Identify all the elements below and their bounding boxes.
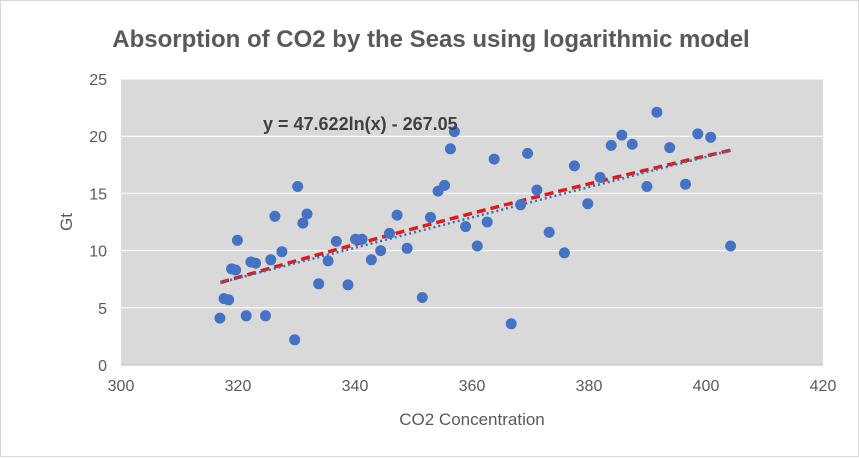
data-point bbox=[416, 292, 428, 303]
chart-title: Absorption of CO2 by the Seas using loga… bbox=[112, 26, 749, 53]
data-point bbox=[365, 254, 377, 266]
data-point bbox=[471, 240, 483, 252]
data-point bbox=[231, 234, 243, 246]
data-point bbox=[481, 216, 493, 228]
y-tick-label: 25 bbox=[89, 72, 107, 89]
y-tick-label: 0 bbox=[98, 358, 107, 375]
data-point bbox=[292, 181, 304, 192]
y-axis-label: Gt bbox=[57, 213, 76, 231]
x-tick-label: 420 bbox=[810, 378, 837, 395]
data-point bbox=[230, 264, 242, 276]
data-point bbox=[692, 128, 704, 140]
plot-area bbox=[121, 79, 823, 365]
data-point bbox=[460, 221, 472, 233]
data-point bbox=[260, 310, 271, 322]
data-point bbox=[375, 245, 387, 257]
data-point bbox=[558, 247, 570, 259]
data-point bbox=[664, 142, 676, 154]
data-point bbox=[214, 312, 226, 324]
x-axis-label: CO2 Concentration bbox=[399, 410, 545, 429]
data-point bbox=[356, 233, 368, 245]
data-point bbox=[515, 199, 527, 211]
data-point bbox=[651, 106, 663, 118]
data-point bbox=[448, 126, 460, 138]
data-point bbox=[330, 235, 342, 247]
x-tick-label: 340 bbox=[342, 378, 369, 395]
data-point bbox=[605, 139, 617, 151]
y-tick-label: 10 bbox=[89, 244, 107, 261]
data-point bbox=[322, 255, 334, 267]
data-point bbox=[223, 294, 235, 306]
data-point bbox=[616, 129, 628, 141]
data-point bbox=[488, 153, 500, 165]
data-point bbox=[401, 242, 413, 254]
data-point bbox=[269, 210, 281, 222]
x-tick-label: 360 bbox=[459, 378, 486, 395]
data-point bbox=[289, 334, 301, 346]
data-point bbox=[505, 318, 517, 330]
trendlines bbox=[219, 148, 733, 285]
data-point bbox=[725, 240, 737, 252]
x-tick-label: 380 bbox=[576, 378, 603, 395]
data-point bbox=[313, 278, 325, 290]
data-point bbox=[522, 147, 534, 159]
data-point bbox=[265, 254, 277, 266]
tick-labels: 0 5 10 15 20 25 300 320 340 360 380 400 420 bbox=[89, 72, 836, 395]
log-trendline bbox=[219, 148, 733, 285]
x-tick-label: 300 bbox=[108, 378, 135, 395]
data-point bbox=[680, 178, 691, 190]
data-point bbox=[543, 226, 555, 238]
data-point bbox=[276, 246, 288, 258]
data-point bbox=[582, 198, 594, 210]
data-point bbox=[391, 209, 403, 221]
data-points bbox=[214, 106, 737, 346]
data-point bbox=[626, 138, 638, 150]
data-point bbox=[297, 217, 309, 229]
data-point bbox=[705, 131, 717, 143]
data-point bbox=[439, 179, 450, 191]
y-tick-label: 5 bbox=[98, 301, 107, 318]
data-point bbox=[594, 171, 606, 183]
trendline-equation: y = 47.622ln(x) - 267.05 bbox=[263, 114, 458, 134]
data-point bbox=[240, 310, 252, 322]
data-point bbox=[342, 279, 354, 291]
x-tick-label: 400 bbox=[693, 378, 720, 395]
data-point bbox=[425, 211, 436, 223]
y-tick-label: 15 bbox=[89, 186, 107, 203]
data-point bbox=[531, 184, 543, 196]
x-tick-label: 320 bbox=[225, 378, 252, 395]
data-point bbox=[250, 257, 262, 269]
y-tick-label: 20 bbox=[89, 129, 107, 146]
data-point bbox=[444, 143, 456, 155]
data-point bbox=[384, 227, 395, 239]
data-point bbox=[301, 208, 313, 220]
data-point bbox=[568, 160, 580, 172]
linear-trendline bbox=[220, 148, 733, 284]
data-point bbox=[641, 181, 653, 192]
